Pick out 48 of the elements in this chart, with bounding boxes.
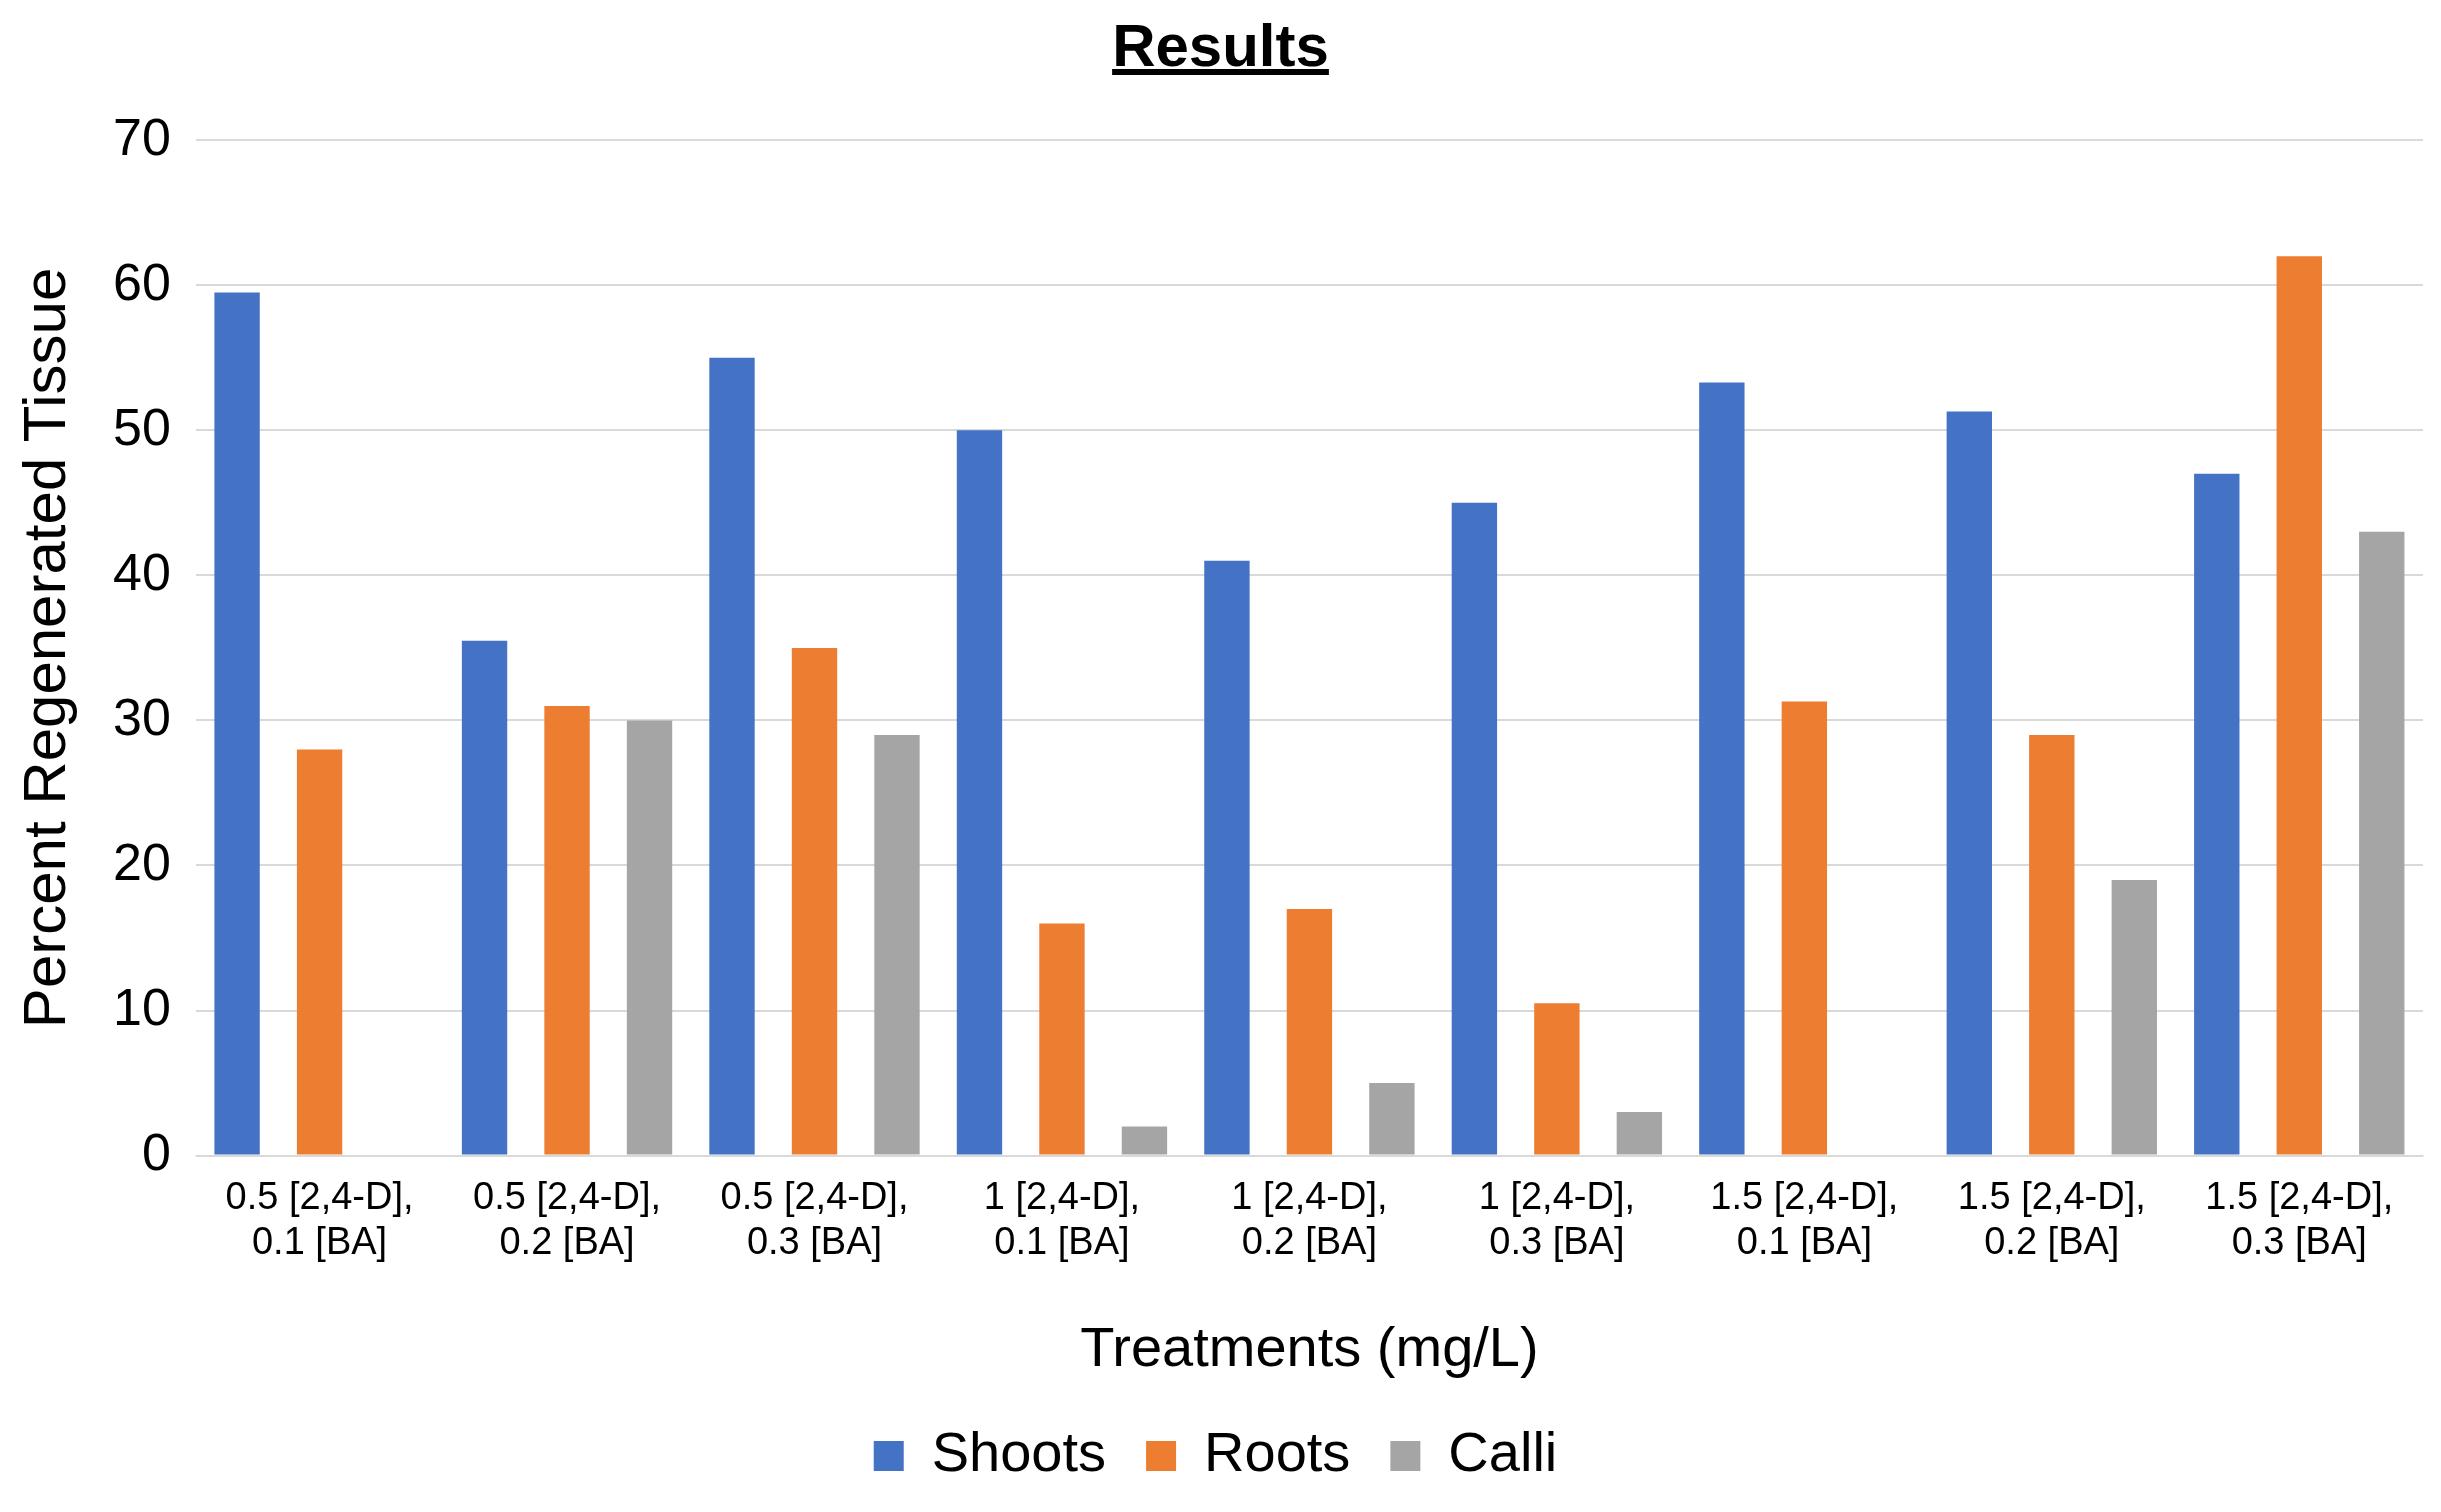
legend-label: Shoots [931, 1420, 1107, 1484]
bar [1204, 560, 1250, 1155]
bar [2111, 879, 2157, 1155]
y-axis-title: Percent Regenerated Tissue [10, 267, 78, 1029]
bar [791, 647, 838, 1155]
chart-title: Results [1111, 11, 1330, 81]
bar [544, 705, 590, 1155]
y-tick-label: 60 [113, 252, 171, 311]
bar [874, 734, 920, 1155]
x-tick-label: 1 [2,4-D], 0.1 [BA] [983, 1174, 1141, 1263]
y-tick-label: 0 [141, 1122, 171, 1181]
bar [1121, 1126, 1168, 1155]
bar [1451, 502, 1498, 1155]
x-tick-label: 1 [2,4-D], 0.2 [BA] [1231, 1174, 1388, 1263]
bar [2194, 473, 2240, 1155]
x-tick-label: 1.5 [2,4-D], 0.1 [BA] [1710, 1174, 1899, 1263]
bar [1286, 909, 1333, 1155]
x-tick-label: 1 [2,4-D], 0.3 [BA] [1478, 1174, 1636, 1263]
bar [1369, 1083, 1415, 1155]
bar [1534, 1003, 1580, 1155]
bar [626, 720, 673, 1155]
x-tick-label: 1.5 [2,4-D], 0.2 [BA] [1957, 1174, 2146, 1263]
bar [2276, 256, 2322, 1155]
bar [1946, 411, 1992, 1155]
legend-label: Calli [1448, 1420, 1558, 1484]
bar [709, 357, 755, 1155]
y-tick-label: 70 [113, 107, 171, 166]
bar [1781, 701, 1828, 1155]
bar [1039, 923, 1085, 1155]
bar [1616, 1112, 1663, 1155]
bar [2029, 734, 2075, 1155]
y-tick-label: 40 [113, 542, 171, 601]
y-tick-label: 50 [113, 397, 171, 456]
y-tick-label: 10 [113, 977, 171, 1036]
x-tick-label: 0.5 [2,4-D], 0.2 [BA] [473, 1174, 662, 1263]
x-axis-title: Treatments (mg/L) [1080, 1314, 1539, 1378]
x-tick-label: 0.5 [2,4-D], 0.1 [BA] [225, 1174, 414, 1263]
y-tick-label: 20 [113, 832, 171, 891]
x-tick-label: 0.5 [2,4-D], 0.3 [BA] [720, 1174, 909, 1263]
bar [1699, 382, 1745, 1155]
y-tick-label: 30 [113, 687, 171, 746]
bar [461, 640, 508, 1155]
bar [956, 430, 1003, 1155]
bar [296, 749, 343, 1155]
legend-label: Roots [1204, 1420, 1351, 1484]
x-tick-label: 1.5 [2,4-D], 0.3 [BA] [2205, 1174, 2394, 1263]
bar [214, 292, 260, 1155]
bar [2359, 531, 2405, 1155]
